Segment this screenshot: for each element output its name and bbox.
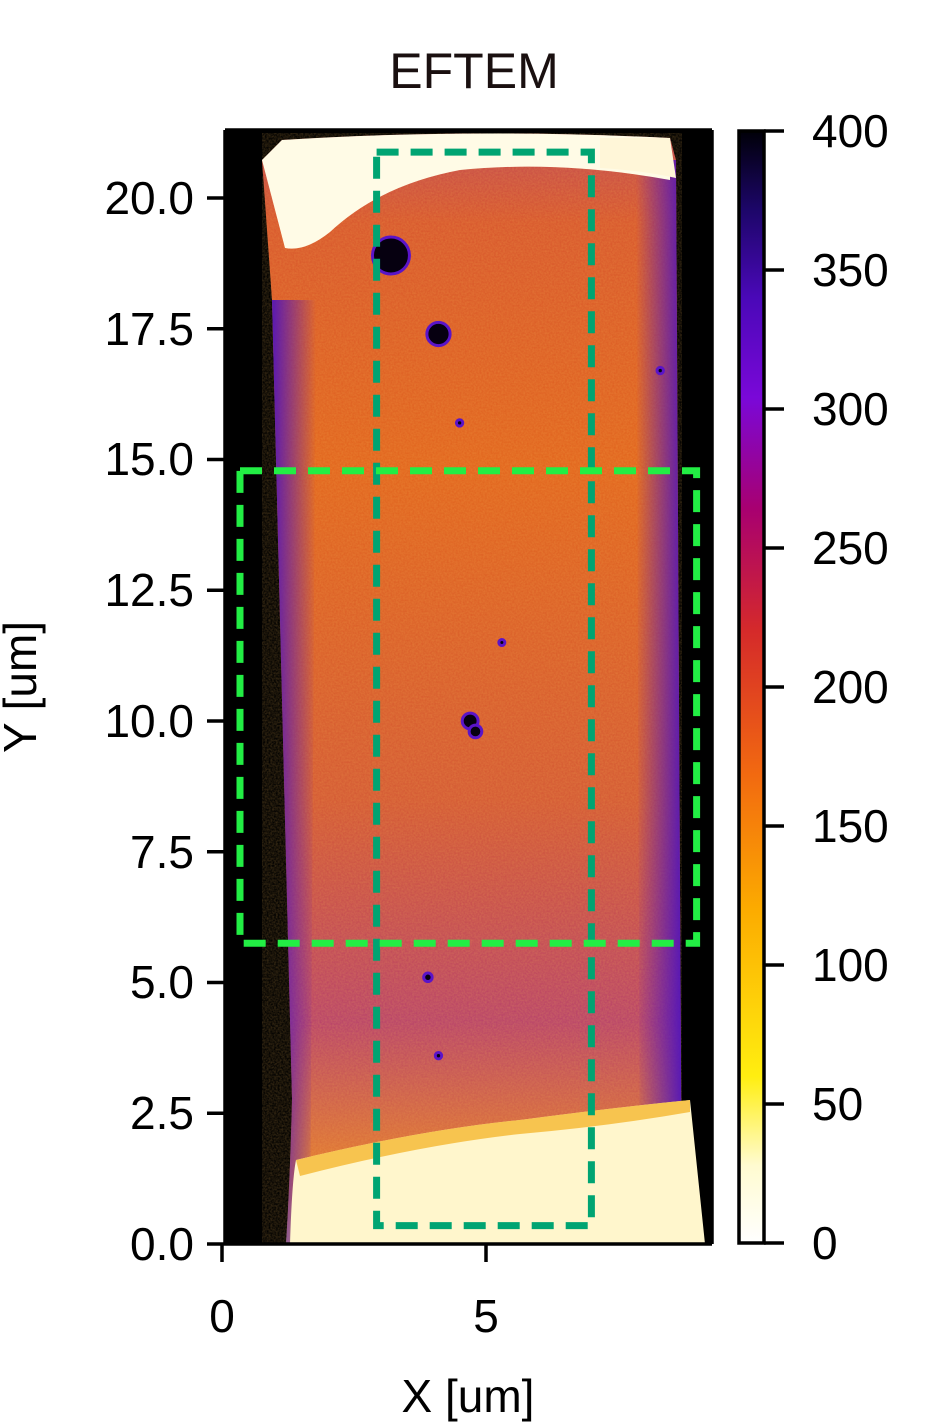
- specimen-left-edge: [272, 300, 316, 1244]
- colorbar-tick-label: 50: [812, 1078, 863, 1130]
- pore-mark: [467, 723, 484, 740]
- y-tick-label: 20.0: [104, 172, 194, 224]
- colorbar-tick-label: 250: [812, 522, 889, 574]
- x-tick-label: 0: [209, 1290, 235, 1342]
- y-tick-label: 7.5: [130, 826, 194, 878]
- region-box-bright-green: [236, 467, 701, 947]
- x-axis-label: X [um]: [402, 1370, 535, 1422]
- heatmap-image: [225, 130, 712, 1244]
- pore-mark: [454, 418, 465, 428]
- bottom-yellow-band: [296, 1100, 690, 1176]
- colorbar-tick-label: 400: [812, 105, 889, 157]
- y-tick-label: 12.5: [104, 564, 194, 616]
- colorbar-tick-label: 150: [812, 800, 889, 852]
- y-tick-label: 10.0: [104, 695, 194, 747]
- y-tick-label: 5.0: [130, 956, 194, 1008]
- pore-mark: [433, 1051, 444, 1061]
- pore-mark: [425, 320, 452, 348]
- x-tick-label: 5: [473, 1290, 499, 1342]
- colorbar-tick-label: 300: [812, 383, 889, 435]
- top-low-signal-region: [262, 133, 670, 249]
- pore-mark: [655, 365, 665, 376]
- y-tick-label: 15.0: [104, 433, 194, 485]
- chart-title: EFTEM: [389, 43, 558, 99]
- pore-mark: [370, 235, 411, 276]
- bottom-low-signal-region: [290, 1100, 705, 1244]
- colorbar: 0 50 100 150 200 250 300 350 400: [737, 105, 889, 1269]
- top-right-cap: [600, 138, 676, 178]
- specimen-grain: [262, 133, 682, 1244]
- y-tick-label: 0.0: [130, 1218, 194, 1270]
- y-tick-label: 17.5: [104, 303, 194, 355]
- plot-axes: 0.0 2.5 5.0 7.5 10.0 12.5 15.0 17.5 20.0…: [0, 128, 714, 1422]
- pore-mark: [422, 971, 434, 983]
- y-tick-label: 2.5: [130, 1087, 194, 1139]
- colorbar-tick-label: 200: [812, 661, 889, 713]
- specimen-right-edge: [636, 160, 682, 1244]
- colorbar-gradient: [739, 131, 764, 1243]
- colorbar-tick-label: 0: [812, 1217, 838, 1269]
- colorbar-tick-label: 350: [812, 244, 889, 296]
- pore-features: [370, 235, 665, 1061]
- region-box-dark-green: [373, 148, 595, 1230]
- colorbar-tick-label: 100: [812, 939, 889, 991]
- pore-mark: [497, 638, 507, 648]
- region-boxes: [236, 148, 701, 1230]
- y-axis-label: Y [um]: [0, 621, 46, 753]
